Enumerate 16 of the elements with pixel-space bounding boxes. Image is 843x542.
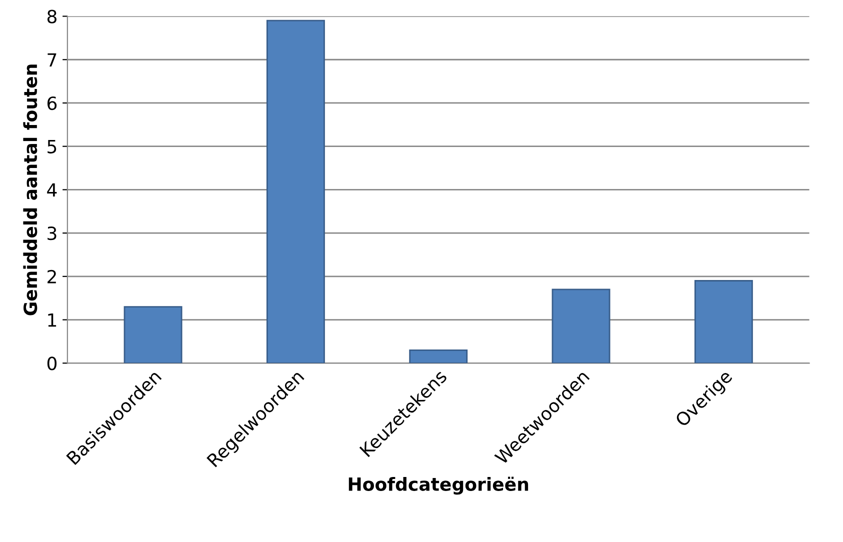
y-tick-label: 4 xyxy=(47,183,57,197)
y-tick-label: 1 xyxy=(48,313,56,327)
bar xyxy=(409,349,468,364)
bar xyxy=(552,288,610,364)
y-tick-label: 5 xyxy=(48,140,56,154)
y-tick-label: 6 xyxy=(47,96,57,110)
y-tick-label: 7 xyxy=(48,53,56,66)
y-tick-label: 8 xyxy=(47,10,56,24)
y-axis-title: Gemiddeld aantal fouten xyxy=(23,64,38,316)
bar xyxy=(266,20,325,364)
y-tick-label: 3 xyxy=(48,226,56,240)
bar xyxy=(694,280,753,364)
bar xyxy=(124,306,182,364)
y-tick-label: 0 xyxy=(47,356,57,370)
y-tick-label: 2 xyxy=(48,270,56,284)
x-axis-title: Hoofdcategorieën xyxy=(348,476,528,495)
